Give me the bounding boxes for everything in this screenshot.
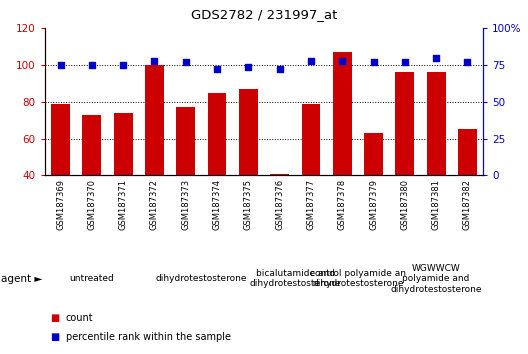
Text: untreated: untreated [70,274,114,283]
Bar [270,174,289,175]
Bar [82,115,101,175]
Text: bicalutamide and
dihydrotestosterone: bicalutamide and dihydrotestosterone [250,269,341,289]
Text: GSM187380: GSM187380 [400,179,409,230]
Point [244,64,252,69]
Bar [301,104,320,175]
Point [370,59,378,65]
Bar [208,93,227,175]
Point [88,62,96,68]
Bar [427,73,446,175]
Point [401,59,409,65]
Text: GSM187374: GSM187374 [213,179,222,230]
Text: GSM187373: GSM187373 [181,179,190,230]
Text: GSM187378: GSM187378 [338,179,347,230]
Text: WGWWCW
polyamide and
dihydrotestosterone: WGWWCW polyamide and dihydrotestosterone [390,264,482,294]
Text: control polyamide an
dihydrotestosterone: control polyamide an dihydrotestosterone [310,269,406,289]
Point [338,58,346,63]
Text: GSM187377: GSM187377 [306,179,315,230]
Text: GSM187376: GSM187376 [275,179,284,230]
Bar [333,52,352,175]
Bar [114,113,133,175]
Point [213,67,221,72]
Text: ■: ■ [50,332,60,342]
Text: GSM187372: GSM187372 [150,179,159,230]
Text: GSM187371: GSM187371 [119,179,128,230]
Point [56,62,65,68]
Bar [458,129,477,175]
Text: GSM187369: GSM187369 [56,179,65,230]
Text: count: count [66,313,93,323]
Point [119,62,127,68]
Text: agent ►: agent ► [1,274,42,284]
Text: dihydrotestosterone: dihydrotestosterone [156,274,247,283]
Bar [51,104,70,175]
Bar [145,65,164,175]
Text: GSM187375: GSM187375 [244,179,253,230]
Point [307,58,315,63]
Point [432,55,440,61]
Point [276,67,284,72]
Point [463,59,472,65]
Text: percentile rank within the sample: percentile rank within the sample [66,332,231,342]
Bar [364,133,383,175]
Point [182,59,190,65]
Text: GSM187370: GSM187370 [87,179,96,230]
Point [150,58,158,63]
Text: GSM187382: GSM187382 [463,179,472,230]
Text: GSM187379: GSM187379 [369,179,378,230]
Text: ■: ■ [50,313,60,323]
Text: GDS2782 / 231997_at: GDS2782 / 231997_at [191,8,337,22]
Bar [395,73,414,175]
Bar [239,89,258,175]
Bar [176,107,195,175]
Text: GSM187381: GSM187381 [432,179,441,230]
